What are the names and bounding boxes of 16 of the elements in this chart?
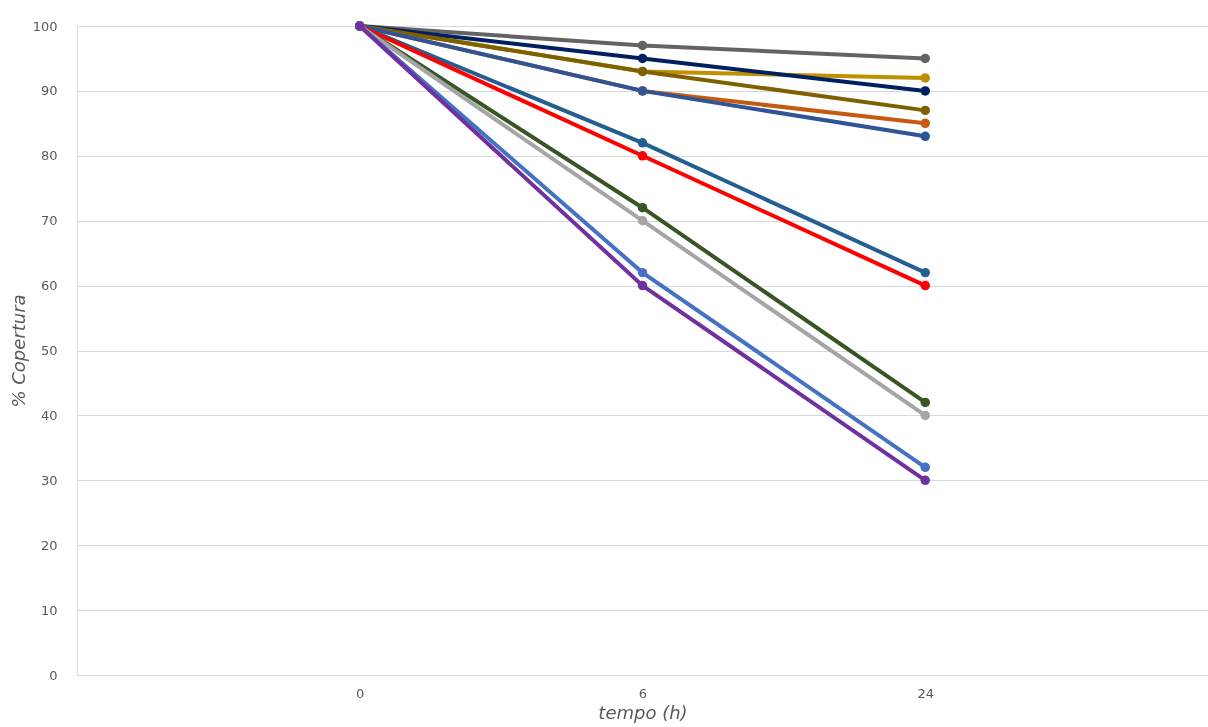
y-tick-label: 100: [32, 18, 58, 34]
y-tick-label: 0: [49, 667, 58, 683]
x-axis-title: tempo (h): [598, 701, 688, 723]
y-tick-label: 40: [40, 407, 58, 423]
y-tick-label: 80: [40, 148, 58, 164]
y-tick-label: 20: [40, 537, 58, 553]
y-tick-label: 30: [40, 472, 58, 488]
x-tick-label: 6: [638, 685, 648, 701]
y-tick-label: 50: [40, 343, 58, 358]
y-tick-label: 70: [40, 213, 58, 229]
y-tick-label: 60: [40, 278, 58, 294]
x-tick-label: 0: [356, 685, 365, 701]
x-tick-label: 24: [917, 685, 935, 701]
y-axis-title: % Copertura: [7, 294, 29, 408]
y-tick-label: 90: [40, 83, 58, 99]
y-tick-label: 10: [40, 602, 58, 618]
